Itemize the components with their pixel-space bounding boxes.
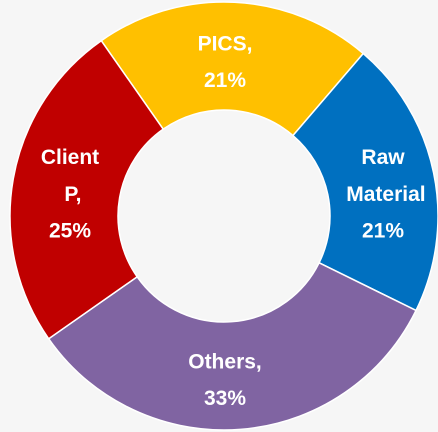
value-label: 33% — [204, 387, 246, 410]
donut-slice — [291, 52, 438, 312]
category-label: Others, — [188, 350, 262, 373]
category-label: Client P, — [41, 146, 99, 206]
category-label: PICS, — [198, 32, 253, 55]
donut-slice — [47, 261, 418, 431]
donut-slice — [100, 1, 365, 137]
donut-slice — [9, 39, 165, 340]
value-label: 21% — [362, 220, 404, 243]
value-label: 25% — [49, 220, 91, 243]
category-label: Raw Material — [340, 146, 425, 206]
value-label: 21% — [204, 69, 246, 92]
